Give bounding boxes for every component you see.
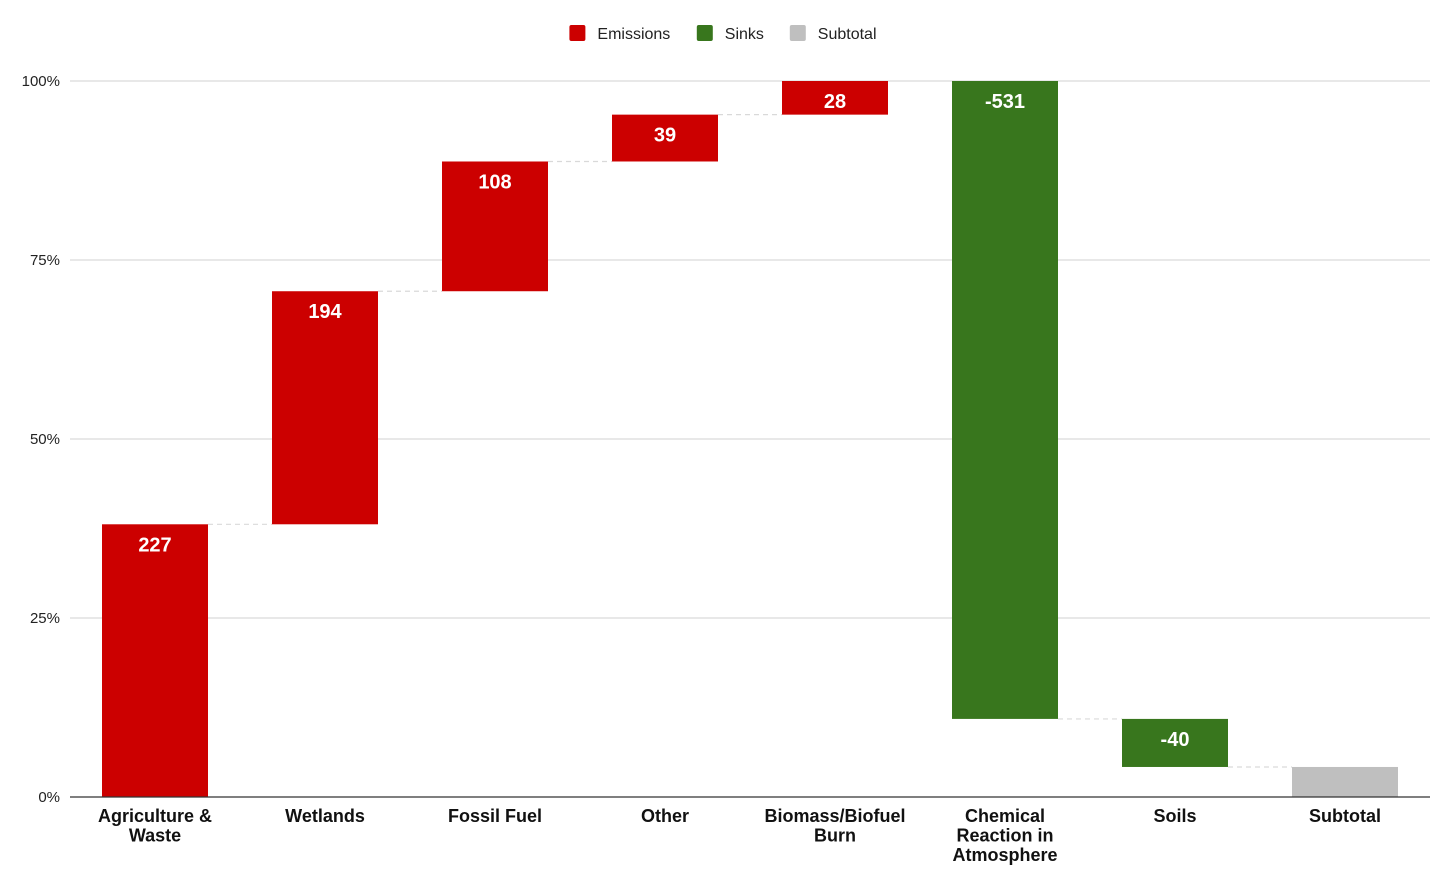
data-label: 108 (478, 171, 511, 193)
bar-emissions (442, 161, 548, 292)
data-label: 28 (824, 91, 846, 113)
x-category-line: Fossil Fuel (448, 806, 542, 826)
connector-lines (208, 80, 1292, 768)
legend: Emissions Sinks Subtotal (569, 25, 877, 43)
legend-item: Subtotal (789, 25, 877, 43)
legend-swatch (569, 25, 586, 41)
y-tick-label: 50% (30, 431, 60, 448)
bar-emissions (782, 81, 888, 115)
x-category-line: Subtotal (1309, 806, 1381, 826)
x-category-line: Reaction in (956, 826, 1053, 846)
bar-emissions (272, 291, 378, 525)
bar-emissions (612, 114, 718, 162)
x-category-line: Atmosphere (952, 845, 1057, 865)
x-category-line: Other (641, 806, 689, 826)
x-category-label: Fossil Fuel (448, 806, 542, 826)
legend-label: Sinks (725, 26, 764, 43)
legend-label: Subtotal (818, 26, 877, 43)
x-category-label: Other (641, 806, 689, 826)
x-category-label: Subtotal (1309, 806, 1381, 826)
data-label: 39 (654, 125, 676, 147)
x-category-label: Chemical Reaction in Atmosphere (952, 806, 1057, 865)
y-tick-label: 75% (30, 252, 60, 269)
data-label: -531 (985, 91, 1025, 113)
y-axis-ticks: 0% 25% 50% 75% 100% (22, 73, 60, 806)
x-axis-categories: Agriculture & Waste Wetlands Fossil Fuel Oth… (98, 806, 1381, 865)
x-category-line: Waste (129, 826, 181, 846)
data-label: -40 (1161, 729, 1190, 751)
y-tick-label: 100% (22, 73, 60, 90)
bars (102, 81, 1398, 797)
data-labels: 227 194 108 39 28 -531 -40 (138, 91, 1189, 751)
x-category-label: Wetlands (285, 806, 365, 826)
legend-item: Emissions (569, 25, 670, 43)
legend-item: Sinks (696, 25, 764, 43)
bar-sinks (1122, 718, 1228, 767)
x-category-line: Biomass/Biofuel (764, 806, 905, 826)
y-tick-label: 25% (30, 610, 60, 627)
x-category-line: Burn (814, 826, 856, 846)
legend-swatch (696, 25, 713, 41)
bar-sinks (952, 81, 1058, 719)
bar-subtotal (1292, 766, 1398, 797)
x-category-line: Wetlands (285, 806, 365, 826)
x-category-label: Agriculture & Waste (98, 806, 212, 846)
x-category-line: Agriculture & (98, 806, 212, 826)
x-category-label: Biomass/Biofuel Burn (764, 806, 905, 846)
x-category-line: Chemical (965, 806, 1045, 826)
bar-emissions (102, 524, 208, 797)
x-category-label: Soils (1153, 806, 1196, 826)
y-tick-label: 0% (38, 789, 60, 806)
x-category-line: Soils (1153, 806, 1196, 826)
legend-label: Emissions (597, 26, 670, 43)
data-label: 194 (308, 301, 342, 323)
legend-swatch (789, 25, 806, 41)
data-label: 227 (138, 534, 171, 556)
